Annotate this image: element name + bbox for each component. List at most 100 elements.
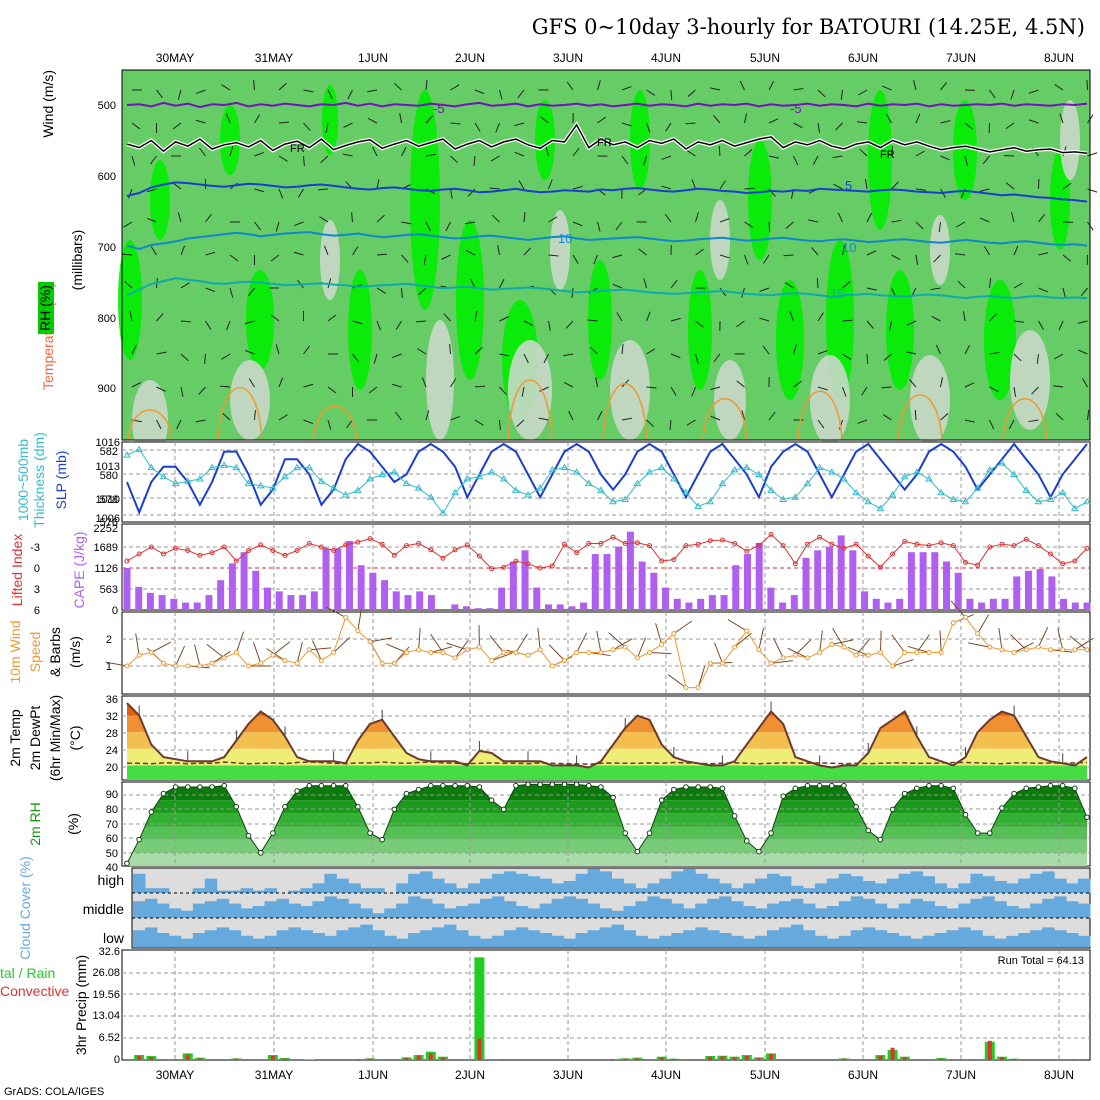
rh-dry-region [1010, 330, 1050, 430]
wind-barb [156, 386, 166, 392]
lifted-index-point [574, 550, 580, 556]
wind-barb [278, 155, 288, 162]
wind-barb [443, 313, 451, 322]
wind-barb [1028, 419, 1039, 423]
convective-bar [149, 1057, 154, 1060]
lifted-index-point [331, 548, 337, 553]
wind-barb [415, 320, 427, 323]
date-label-bottom: 2JUN [455, 1068, 485, 1082]
wind-barb [499, 353, 510, 357]
cloud-cell-high [312, 883, 325, 893]
cloud-cell-high [563, 881, 577, 893]
wind-barb [401, 146, 407, 157]
convective-bar [355, 1059, 360, 1060]
cloud-cell-middle [276, 898, 290, 918]
wind-barb [156, 89, 163, 99]
wind-barb [391, 353, 402, 359]
wind-barb-10m [907, 645, 930, 653]
wind-barb [915, 221, 924, 230]
cloud-cell-high [551, 883, 565, 893]
wind-barb [1008, 419, 1015, 430]
lifted-index-point [282, 552, 288, 558]
thickness-marker [742, 463, 751, 471]
cloud-cell-middle [324, 896, 337, 918]
cloud-cell-middle [527, 908, 541, 918]
wind-speed-point [671, 631, 677, 637]
wind-barb [176, 419, 182, 430]
thickness-marker [183, 477, 192, 484]
lifted-index-point [343, 542, 349, 548]
cloud-cell-high [515, 873, 529, 893]
thickness-marker [840, 475, 848, 482]
cloud-cell-low [240, 935, 254, 947]
wind-barb [1028, 119, 1039, 124]
wind-barb [156, 351, 167, 355]
convective-bar [185, 1054, 190, 1060]
cloud-cell-middle [611, 910, 624, 918]
lifted-index-point [221, 544, 227, 550]
rh2m-point [440, 782, 446, 789]
precip-axis-title: 3hr Precip (mm) [73, 955, 89, 1055]
wind-barb-10m [673, 620, 693, 635]
thickness-marker [730, 465, 739, 473]
cloud-cell-low [252, 938, 266, 947]
cloud-cell-high [695, 873, 708, 893]
cape-bar [427, 595, 435, 610]
wind-barb [514, 151, 525, 157]
wind-barb [320, 155, 329, 164]
cloud-cell-low [647, 938, 660, 947]
thickness-marker [706, 497, 715, 505]
rh2m-point [488, 797, 495, 803]
wind-barb [225, 113, 231, 124]
wind-barb-10m [773, 637, 784, 659]
wind-barb [523, 247, 532, 256]
wind-barb [940, 81, 948, 91]
wind-barb [621, 155, 629, 165]
wind-barb [368, 386, 378, 394]
rh2m-point [926, 782, 932, 789]
thickness-marker [864, 497, 873, 505]
wind-barb [661, 155, 672, 160]
cloud-cell-middle [503, 901, 517, 918]
cape-bar [767, 587, 775, 610]
rh2m-point [1047, 782, 1054, 789]
cloud-cell-middle [420, 898, 433, 918]
wind-barb [989, 313, 997, 322]
cloud-cell-high [802, 888, 816, 893]
lifted-index-point [209, 550, 215, 556]
lifted-index-point [756, 543, 762, 549]
cloud-cell-high [396, 883, 409, 893]
wind-barb-10m [608, 632, 626, 648]
wind-barb [325, 122, 329, 133]
precip-legend-convective: Convective [0, 983, 69, 999]
cape-bar [884, 602, 892, 610]
wind-barb-10m [714, 642, 723, 664]
thickness-marker [694, 502, 703, 509]
cape-bar [240, 552, 248, 610]
cape-bar [825, 546, 833, 610]
wind-barb [882, 414, 892, 421]
wind-barb [1055, 412, 1064, 421]
wind-barb [367, 118, 378, 124]
wind-barb [817, 350, 828, 355]
rh2m-point [379, 836, 385, 843]
cloud-cell-high [479, 878, 493, 893]
wind-speed-point [622, 644, 628, 650]
rh-band [127, 826, 1087, 840]
wind-barb [244, 320, 255, 325]
wind-barb [915, 150, 925, 157]
rh2m-point [1011, 790, 1017, 797]
wind-barb-10m [418, 627, 421, 650]
bottom-date-axis: 30MAY 31MAY 1JUN 2JUN 3JUN 4JUN 5JUN 6JU… [156, 1068, 1074, 1082]
cloud-cell-middle [587, 903, 601, 918]
wind-speed-point [501, 650, 507, 655]
wind-barb-10m [296, 641, 303, 664]
wind-barb [491, 214, 500, 223]
thickness-marker [354, 486, 362, 493]
cloud-cell-high [1054, 878, 1067, 893]
lifted-index-point [525, 561, 531, 567]
cloud-cell-high [862, 881, 876, 893]
cloud-layers [132, 869, 1091, 947]
wind-barb [832, 155, 843, 159]
wind-barb [793, 87, 804, 91]
